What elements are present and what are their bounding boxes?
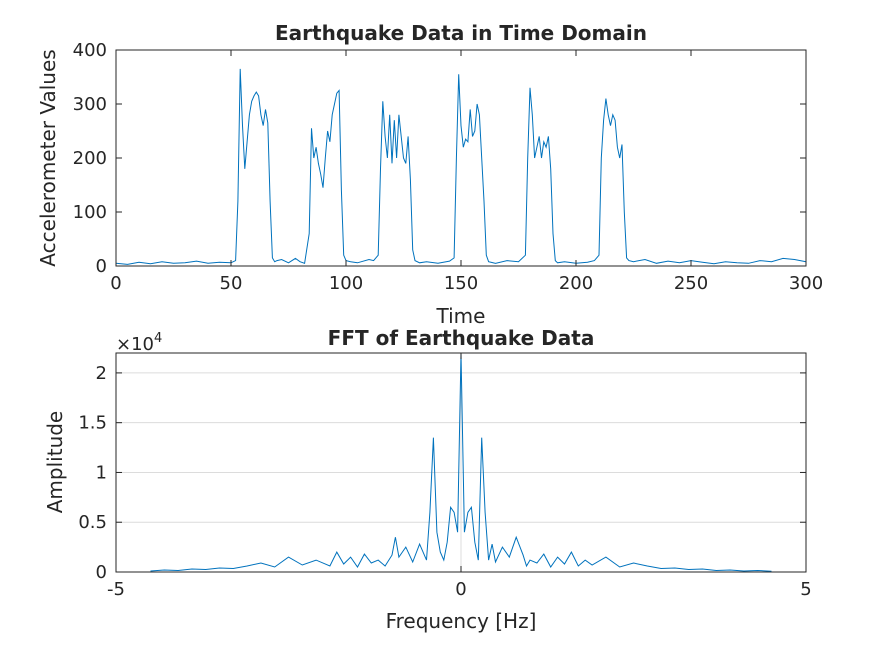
fft-y-exponent-power: 4: [154, 331, 162, 346]
y-tick-label: 0.5: [78, 512, 107, 533]
fft-axes: -5 0 500.511.52 FFT of Earthquake Data Fre…: [43, 326, 812, 633]
fft-y-axis-label: Amplitude: [43, 411, 67, 514]
fft-y-exponent-base: ×10: [116, 334, 154, 355]
y-tick-label: 1: [96, 462, 107, 483]
time-chart-title: Earthquake Data in Time Domain: [275, 21, 647, 45]
x-tick-label: 50: [220, 273, 243, 294]
time-axes-background: [116, 50, 806, 266]
y-tick-label: 100: [73, 202, 107, 223]
x-tick-label: 300: [789, 273, 823, 294]
x-tick-label: 100: [329, 273, 363, 294]
x-tick-label: 0: [110, 273, 121, 294]
x-tick-label: 200: [559, 273, 593, 294]
fft-y-exponent: ×104: [116, 331, 162, 355]
x-tick-label: 5: [800, 579, 811, 600]
time-domain-axes: 0 50 100 150 200 250 300 0 100 200 300 400 Earthqua…: [36, 21, 823, 328]
y-tick-label: 300: [73, 94, 107, 115]
x-tick-label: 0: [455, 579, 466, 600]
fft-ticks: -5 0 500.511.52: [78, 353, 812, 600]
fft-x-axis-label: Frequency [Hz]: [386, 609, 537, 633]
time-y-axis-label: Accelerometer Values: [36, 49, 60, 266]
time-ticks: 0 50 100 150 200 250 300 0 100 200 300 400: [73, 40, 824, 294]
fft-grid: [116, 353, 806, 572]
fft-chart-title: FFT of Earthquake Data: [328, 326, 595, 350]
y-tick-label: 400: [73, 40, 107, 61]
time-series-line: [115, 68, 807, 265]
x-tick-label: -5: [107, 579, 125, 600]
y-tick-label: 200: [73, 148, 107, 169]
time-x-axis-label: Time: [436, 304, 486, 328]
y-tick-label: 1.5: [78, 413, 107, 434]
y-tick-label: 0: [96, 256, 107, 277]
x-tick-label: 250: [674, 273, 708, 294]
x-tick-label: 150: [444, 273, 478, 294]
y-tick-label: 2: [96, 363, 107, 384]
y-tick-label: 0: [96, 562, 107, 583]
